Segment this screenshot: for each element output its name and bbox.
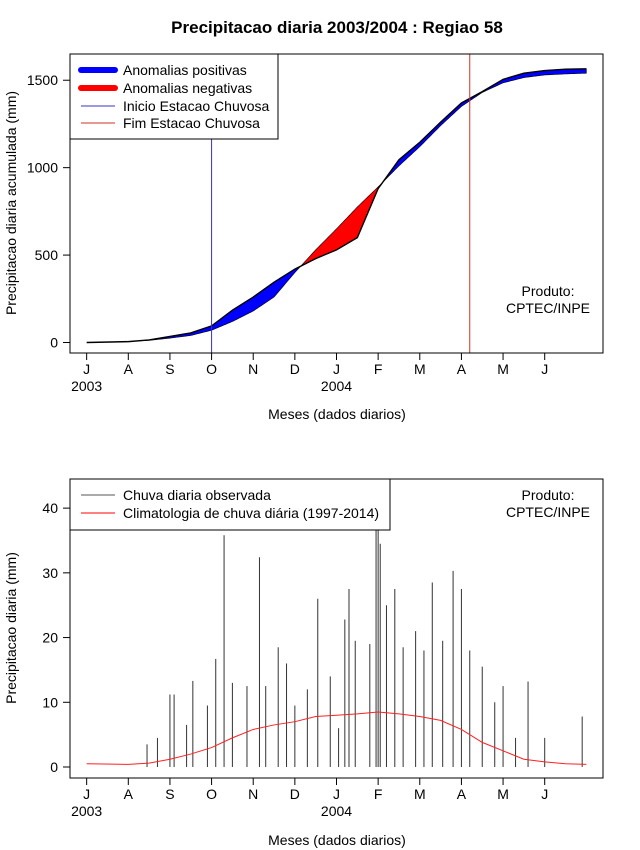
x-tick-label-1-0: J: [83, 361, 90, 377]
x-tick-label-1-9: A: [457, 361, 467, 377]
x-tick-label-1-6: J: [333, 361, 340, 377]
x-axis-label-1: Meses (dados diarios): [268, 406, 406, 422]
x-tick-label-1-8: M: [414, 361, 426, 377]
x-tick-label-1-10: M: [497, 361, 509, 377]
x-tick-label-2-8: M: [414, 786, 426, 802]
x-tick-label-2-4: N: [248, 786, 258, 802]
y-tick-label-2-0: 0: [50, 759, 58, 775]
x-tick-label-2-3: O: [206, 786, 217, 802]
y-tick-label-2-4: 40: [42, 500, 58, 516]
y-tick-label-2-3: 30: [42, 565, 58, 581]
credit-org-2: CPTEC/INPE: [506, 504, 590, 520]
y-tick-label-1-0: 0: [50, 335, 58, 351]
legend-label-end: Fim Estacao Chuvosa: [123, 115, 260, 131]
y-tick-label-1-1: 500: [35, 247, 59, 263]
positive-anomaly-area-1: [133, 264, 303, 342]
legend-box-2: [69, 478, 391, 531]
y-axis-2: 0 10 20 30 40: [42, 500, 70, 775]
y-axis-1: 0 500 1000 1500: [27, 72, 70, 351]
y-axis-label-1: Precipitacao diaria acumulada (mm): [3, 91, 19, 315]
legend-label-climatology: Climatologia de chuva diária (1997-2014): [123, 505, 379, 521]
year-label-1-0: 2003: [71, 378, 102, 394]
x-tick-label-1-5: D: [290, 361, 300, 377]
legend-label-observed: Chuva diaria observada: [123, 487, 271, 503]
year-label-2-0: 2003: [71, 803, 102, 819]
x-tick-label-2-2: S: [165, 786, 174, 802]
x-tick-label-1-11: J: [541, 361, 548, 377]
x-tick-label-2-11: J: [541, 786, 548, 802]
y-tick-label-1-2: 1000: [27, 160, 58, 176]
legend-label-negative: Anomalias negativas: [123, 80, 252, 96]
legend-1: Anomalias positivas Anomalias negativas …: [69, 53, 279, 140]
x-tick-label-1-4: N: [248, 361, 258, 377]
credit-org-1: CPTEC/INPE: [506, 300, 590, 316]
positive-anomaly-area-3: [383, 68, 587, 183]
credit-line-2: Produto:: [522, 487, 575, 503]
x-tick-label-1-3: O: [206, 361, 217, 377]
x-tick-label-2-5: D: [290, 786, 300, 802]
x-tick-label-2-0: J: [83, 786, 90, 802]
negative-anomaly-area-2: [301, 180, 384, 267]
y-tick-label-2-2: 20: [42, 630, 58, 646]
observed-cumulative-line: [86, 68, 587, 344]
observed-daily-bars: [146, 488, 583, 767]
y-tick-label-1-3: 1500: [27, 72, 58, 88]
figure-title: Precipitacao diaria 2003/2004 : Regiao 5…: [171, 18, 503, 37]
x-axis-label-2: Meses (dados diarios): [268, 832, 406, 848]
y-tick-label-2-1: 10: [42, 694, 58, 710]
credit-line-1: Produto:: [522, 283, 575, 299]
x-tick-label-2-10: M: [497, 786, 509, 802]
x-tick-label-2-6: J: [333, 786, 340, 802]
y-axis-label-2: Precipitacao diaria (mm): [3, 552, 19, 704]
x-tick-label-1-2: S: [165, 361, 174, 377]
climatology-daily-line: [86, 711, 587, 765]
legend-label-start: Inicio Estacao Chuvosa: [123, 98, 270, 114]
x-tick-label-2-9: A: [457, 786, 467, 802]
year-label-2-1: 2004: [321, 803, 352, 819]
x-tick-label-2-7: F: [374, 786, 383, 802]
year-label-1-1: 2004: [321, 378, 352, 394]
legend-2: Chuva diaria observada Climatologia de c…: [69, 478, 391, 531]
x-tick-label-1-1: A: [124, 361, 134, 377]
x-tick-label-1-7: F: [374, 361, 383, 377]
legend-label-positive: Anomalias positivas: [123, 62, 247, 78]
x-tick-label-2-1: A: [124, 786, 134, 802]
